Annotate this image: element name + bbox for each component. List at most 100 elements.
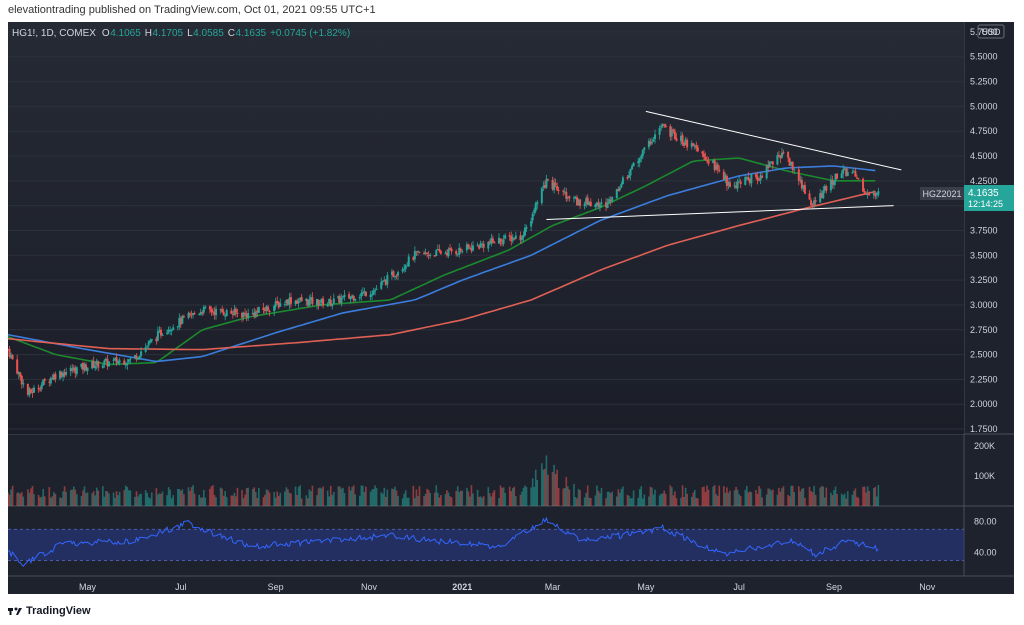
candle-body: [620, 183, 623, 188]
candle-body: [811, 204, 814, 206]
candle-body: [51, 378, 54, 380]
candle-body: [436, 248, 439, 251]
volume-bar: [74, 489, 77, 506]
candle-body: [654, 134, 657, 140]
currency-badge[interactable]: [977, 24, 1005, 39]
volume-bar: [157, 494, 159, 506]
volume-bar: [510, 491, 513, 506]
currency-label: USD: [981, 27, 1001, 37]
price-axis-ticks[interactable]: 5.7500 5.5000 5.2500 5.0000 4.7500 4.5000 4.25…: [970, 27, 998, 434]
volume-bar: [597, 490, 600, 506]
volume-bar: [307, 498, 309, 506]
volume-bar: [30, 488, 32, 506]
candle-body: [26, 383, 29, 395]
candle-body: [478, 245, 481, 249]
chart-frame[interactable]: HG1!, 1D, COMEX O 4.1065 H 4.1705 L 4.05…: [8, 22, 1014, 594]
volume-bar: [82, 490, 84, 506]
candle-body: [354, 298, 357, 301]
candle-body: [608, 199, 611, 204]
candle-body: [583, 203, 586, 207]
volume-bar: [274, 497, 277, 506]
legend-high-label: H: [145, 28, 152, 39]
volume-bar: [176, 488, 179, 506]
volume-bar: [264, 494, 266, 506]
volume-bar: [190, 487, 193, 506]
volume-bar: [577, 488, 580, 506]
candle-body: [768, 161, 771, 168]
candlesticks[interactable]: [8, 123, 880, 398]
candle-body: [104, 358, 107, 361]
candle-body: [75, 367, 78, 374]
legend-open-value: 4.1065: [110, 28, 141, 39]
candle-body: [840, 173, 843, 179]
volume-bar: [72, 486, 75, 506]
time-axis-labels[interactable]: May Jul Sep Nov 2021 Mar May Jul Sep Nov: [79, 582, 936, 592]
candle-body: [349, 296, 352, 300]
candle-body: [819, 193, 822, 203]
chart-canvas[interactable]: HG1!, 1D, COMEX O 4.1065 H 4.1705 L 4.05…: [8, 22, 1014, 594]
volume-bar: [232, 495, 234, 506]
rsi-line: [8, 516, 879, 567]
volume-bar: [563, 488, 566, 506]
candle-body: [790, 161, 793, 166]
candle-body: [435, 249, 438, 256]
candle-body: [510, 236, 513, 242]
candle-body: [748, 179, 751, 184]
candle-body: [433, 255, 436, 257]
candle-body: [418, 251, 421, 253]
volume-bar: [683, 497, 685, 506]
volume-bar: [522, 487, 525, 506]
candle-body: [181, 316, 184, 324]
price-tick-label: 5.2500: [970, 77, 998, 87]
candle-body: [118, 360, 121, 363]
volume-bar: [273, 492, 275, 506]
volume-bar: [706, 485, 708, 506]
volume-bar: [524, 485, 526, 506]
volume-bar: [254, 491, 257, 506]
volume-bar: [33, 494, 35, 506]
candle-body: [331, 303, 334, 307]
volume-bar: [525, 486, 528, 506]
volume-bar: [359, 495, 361, 506]
volume-bar: [703, 486, 705, 506]
candle-body: [198, 313, 201, 315]
candle-body: [649, 141, 652, 145]
candle-body: [149, 340, 152, 343]
candle-body: [297, 300, 300, 304]
contract-badge-label: HGZ2021: [922, 189, 961, 199]
volume-bar: [444, 494, 447, 506]
volume-bar: [856, 496, 858, 506]
volume-bar: [586, 485, 589, 506]
volume-bar: [554, 473, 557, 506]
volume-bar: [62, 491, 64, 506]
volume-bar: [489, 493, 491, 506]
candle-body: [8, 349, 9, 351]
candle-body: [459, 248, 462, 252]
volume-bar: [585, 492, 587, 506]
volume-bar: [262, 497, 265, 506]
trendlines[interactable]: [546, 110, 902, 221]
volume-bar: [276, 491, 279, 506]
volume-bar: [360, 485, 363, 506]
volume-bar: [158, 493, 161, 506]
volume-bar: [8, 494, 11, 506]
candle-body: [536, 202, 539, 205]
candle-body: [574, 196, 577, 198]
candle-body: [322, 298, 325, 306]
volume-bar: [843, 493, 846, 506]
candle-body: [611, 197, 614, 202]
candle-body: [854, 170, 857, 177]
price-tick-label: 4.7500: [970, 126, 998, 136]
candle-body: [208, 306, 211, 310]
volume-bar: [499, 485, 502, 506]
candle-body: [406, 265, 409, 267]
volume-bar: [648, 496, 650, 506]
volume-bar: [739, 495, 742, 506]
candle-body: [493, 242, 496, 244]
candle-body: [8, 348, 11, 357]
volume-bar: [433, 492, 436, 506]
volume-bar: [277, 495, 280, 506]
footer-logo[interactable]: TradingView: [8, 605, 91, 617]
candle-body: [787, 152, 790, 158]
volume-bar: [833, 490, 835, 506]
